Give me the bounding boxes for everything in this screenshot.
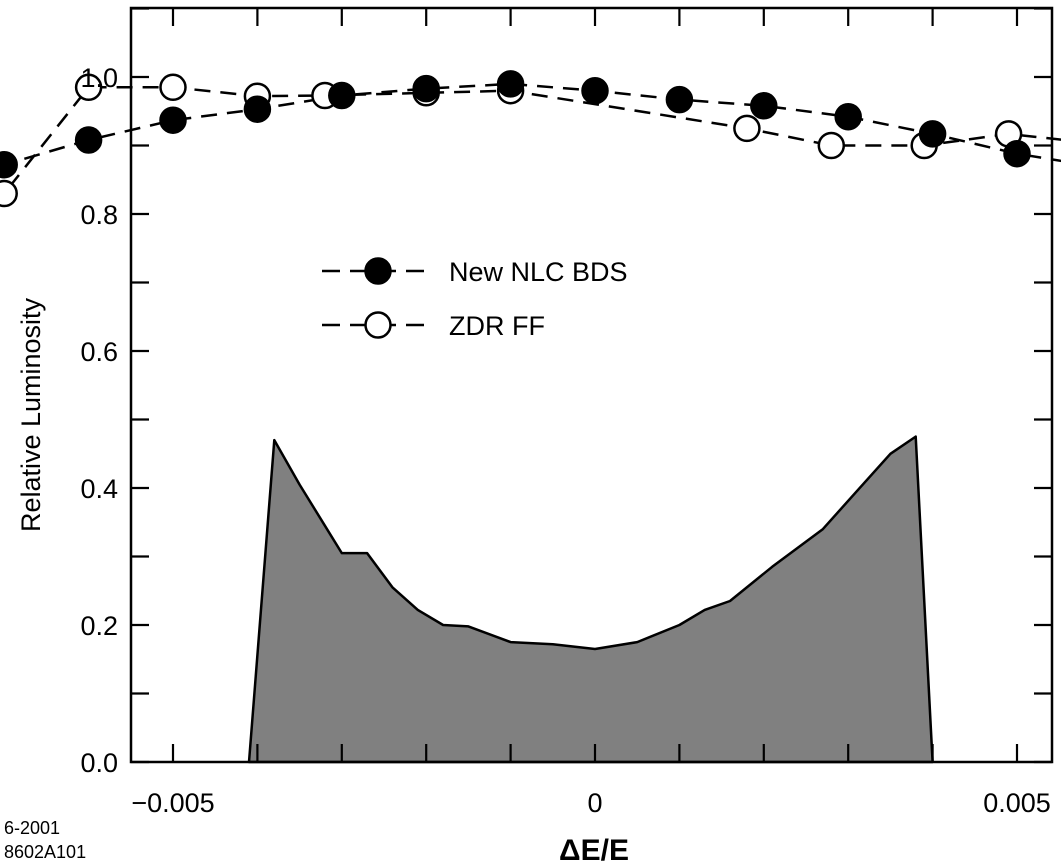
x-tick-label: 0	[587, 788, 602, 818]
y-tick-label: 0.4	[80, 474, 118, 504]
data-point-filled	[243, 95, 272, 123]
x-tick-label: 0.005	[983, 788, 1051, 818]
y-tick-label: 0.2	[80, 611, 118, 641]
y-tick-label: 0.8	[80, 200, 118, 230]
legend-label-zdr-ff: ZDR FF	[449, 311, 545, 341]
y-axis-label: Relative Luminosity	[16, 297, 46, 532]
data-point-filled	[1003, 139, 1031, 168]
data-point-filled	[159, 106, 187, 134]
energy-distribution-layer	[247, 435, 934, 764]
legend-entry-zdr-ff: ZDR FF	[322, 311, 545, 341]
legend-label-new-nlc-bds: New NLC BDS	[449, 257, 628, 287]
y-tick-label: 0.6	[80, 337, 118, 367]
data-point-filled	[74, 126, 103, 154]
data-point-filled	[834, 102, 862, 131]
plot-frame	[129, 6, 1054, 764]
data-point-filled	[328, 81, 356, 110]
data-point-filled	[496, 70, 525, 98]
legend-entry-new-nlc-bds: New NLC BDS	[322, 257, 628, 287]
y-tick-label: 1.0	[80, 63, 118, 93]
figure-id-code: 8602A101	[4, 842, 86, 862]
data-point-open	[733, 114, 761, 143]
series-line	[0, 86, 1061, 207]
legend-marker-open-circle	[364, 311, 392, 339]
series-zdr-ff	[0, 86, 1061, 207]
data-point-open	[817, 131, 846, 160]
y-tick-label: 0.0	[80, 748, 118, 778]
figure-date-code: 6-2001	[4, 818, 60, 838]
axis-ticks: −0.010−0.00500.0050.0100.00.20.40.60.81.…	[80, 7, 1052, 818]
data-point-filled	[0, 150, 18, 179]
x-tick-label: −0.005	[131, 788, 214, 818]
data-point-open	[0, 179, 18, 208]
series-layer	[0, 70, 1061, 208]
data-point-filled	[412, 74, 440, 103]
data-point-filled	[581, 76, 609, 105]
data-point-open	[74, 73, 103, 102]
series-line	[0, 82, 1061, 168]
data-point-filled	[918, 120, 947, 148]
energy-distribution-area	[247, 435, 934, 764]
x-axis-label: ΔE/E	[559, 834, 629, 865]
data-point-filled	[750, 92, 778, 120]
legend: New NLC BDS ZDR FF	[322, 257, 628, 341]
series-new-nlc-bds	[0, 82, 1061, 168]
data-point-filled	[665, 85, 694, 114]
markers-new-nlc-bds	[0, 70, 1031, 179]
data-point-open	[159, 73, 187, 102]
legend-marker-filled-circle	[364, 257, 392, 285]
